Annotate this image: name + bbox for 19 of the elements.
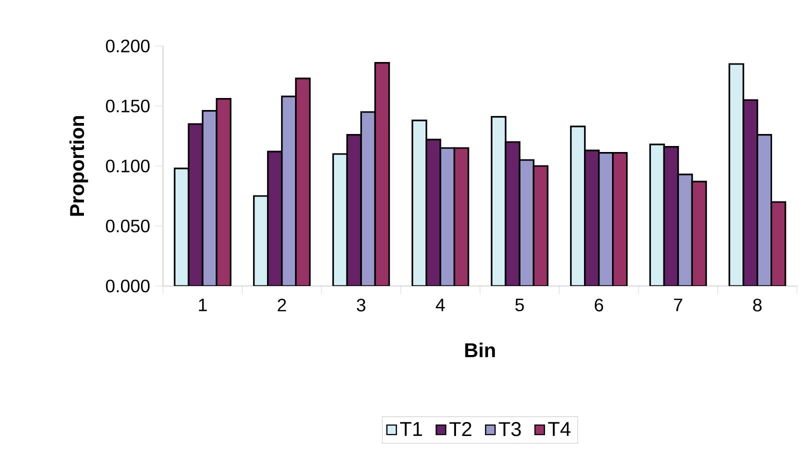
y-axis-title: Proportion bbox=[69, 116, 88, 216]
x-tick-label: 1 bbox=[199, 298, 207, 312]
legend-label: T3 bbox=[498, 422, 521, 436]
x-tick-label: 5 bbox=[515, 298, 524, 312]
y-tick-label: 0.050 bbox=[106, 220, 150, 232]
legend-label: T4 bbox=[548, 422, 570, 436]
x-tick-label: 6 bbox=[594, 298, 604, 312]
x-axis-title: Bin bbox=[465, 342, 495, 358]
y-tick-label: 0.150 bbox=[106, 100, 150, 112]
x-tick-label: 8 bbox=[753, 298, 762, 312]
legend-label: T1 bbox=[400, 422, 422, 436]
x-tick-label: 2 bbox=[278, 298, 286, 312]
legend-label: T2 bbox=[449, 422, 472, 436]
y-tick-label: 0.100 bbox=[106, 160, 150, 172]
x-tick-label: 3 bbox=[356, 298, 366, 312]
x-tick-label: 7 bbox=[674, 298, 682, 312]
y-tick-label: 0.000 bbox=[106, 280, 150, 292]
y-tick-label: 0.200 bbox=[106, 40, 150, 52]
x-tick-label: 4 bbox=[436, 298, 445, 312]
